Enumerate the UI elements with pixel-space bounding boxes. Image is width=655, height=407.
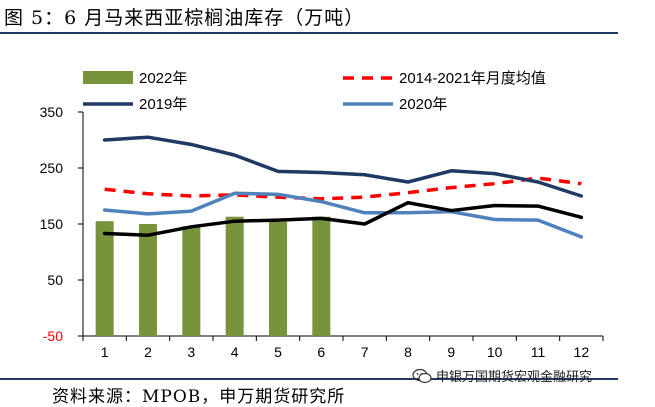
x-tick-label: 6 [317, 344, 325, 360]
x-tick-label: 2 [144, 344, 152, 360]
x-tick-label: 12 [574, 344, 590, 360]
bar [312, 216, 331, 336]
x-tick-label: 8 [404, 344, 412, 360]
y-tick-label: 350 [40, 104, 64, 120]
bottom-divider [0, 378, 618, 380]
watermark-text: 申银万国期货宏观金融研究 [436, 370, 593, 385]
x-tick-label: 5 [274, 344, 282, 360]
bar [139, 224, 157, 336]
x-tick-label: 4 [231, 344, 239, 360]
x-tick-label: 7 [361, 344, 369, 360]
bar [95, 221, 114, 336]
series-line [102, 191, 584, 239]
y-tick-label: -50 [43, 328, 63, 344]
x-tick-label: 11 [531, 344, 546, 360]
x-tick-label: 1 [101, 344, 109, 360]
series-line [102, 135, 584, 198]
legend-label: 2019年 [139, 96, 187, 113]
series-line [104, 176, 582, 201]
y-tick-label: 250 [40, 160, 64, 176]
x-tick-label: 3 [187, 344, 195, 360]
legend-label: 2014-2021年月度均值 [399, 70, 546, 87]
y-tick-label: 150 [40, 216, 64, 232]
top-divider [0, 32, 618, 34]
legend-swatch [83, 71, 133, 84]
series-line [102, 200, 584, 237]
watermark: 申银万国期货宏观金融研究 [412, 366, 592, 385]
legend-label: 2022年 [139, 70, 187, 87]
legend-label: 2020年 [399, 96, 447, 113]
bar [225, 216, 244, 336]
y-tick-label: 50 [47, 272, 63, 288]
wechat-icon [412, 368, 432, 383]
bar [269, 221, 287, 336]
chart-title: 图 5：6 月马来西亚棕榈油库存（万吨） [4, 7, 365, 29]
x-tick-label: 9 [447, 344, 455, 360]
source-note: 资料来源：MPOB，申万期货研究所 [52, 387, 346, 407]
bar [182, 226, 201, 336]
x-tick-label: 10 [487, 344, 503, 360]
